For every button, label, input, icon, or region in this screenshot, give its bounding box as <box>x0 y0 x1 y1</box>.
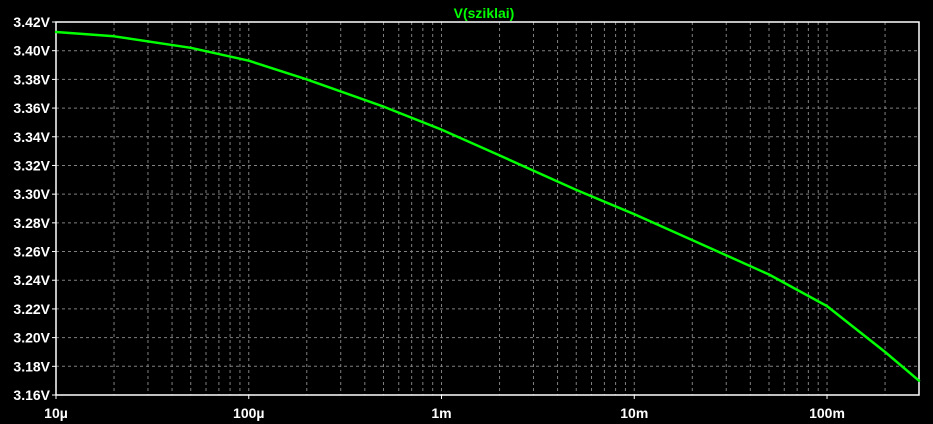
y-tick-label: 3.20V <box>13 330 50 346</box>
series-line <box>54 30 921 382</box>
plot-frame <box>55 21 920 396</box>
x-tick-label: 100µ <box>233 405 264 421</box>
x-tick-label: 10µ <box>44 405 68 421</box>
y-tick-label: 3.30V <box>13 186 50 202</box>
y-tick-label: 3.38V <box>13 71 50 87</box>
y-axis-ticks: 3.16V 3.18V 3.20V 3.22V 3.24V 3.26V 3.28V 3.30V… <box>13 14 56 403</box>
y-tick-label: 3.24V <box>13 272 50 288</box>
series-layer <box>54 30 921 382</box>
y-tick-label: 3.28V <box>13 215 50 231</box>
y-tick-label: 3.26V <box>13 244 50 260</box>
y-tick-label: 3.42V <box>13 14 50 30</box>
grid <box>56 22 919 395</box>
y-tick-label: 3.32V <box>13 157 50 173</box>
y-tick-label: 3.18V <box>13 358 50 374</box>
y-tick-label: 3.36V <box>13 100 50 116</box>
x-tick-label: 10m <box>620 405 648 421</box>
y-tick-label: 3.40V <box>13 43 50 59</box>
x-tick-label: 100m <box>809 405 845 421</box>
x-axis-ticks: 10µ 100µ 1m 10m 100m <box>44 395 845 421</box>
chart-title: V(sziklai) <box>454 5 515 21</box>
y-tick-label: 3.34V <box>13 129 50 145</box>
y-tick-label: 3.16V <box>13 387 50 403</box>
y-tick-label: 3.22V <box>13 301 50 317</box>
x-tick-label: 1m <box>431 405 451 421</box>
